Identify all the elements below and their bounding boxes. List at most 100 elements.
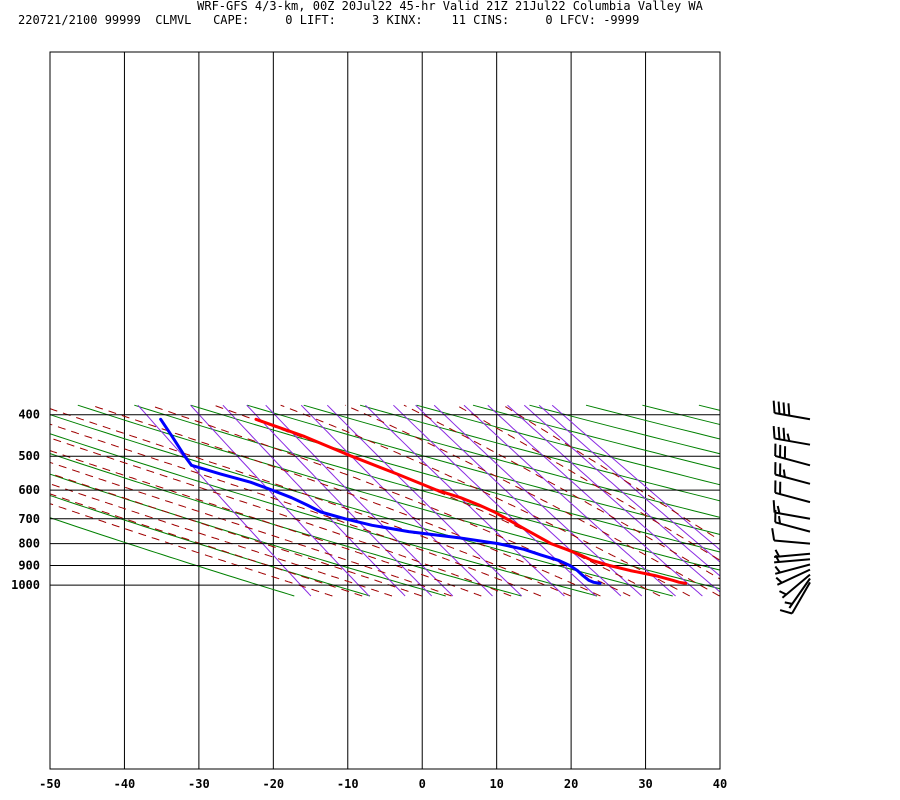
stability-indices: 220721/2100 99999 CLMVL CAPE: 0 LIFT: 3 … xyxy=(18,13,640,27)
moist-adiabat xyxy=(50,408,571,597)
mixing-ratio-line xyxy=(507,404,720,593)
wind-barbs xyxy=(771,400,811,615)
wind-barb-staff xyxy=(788,577,811,609)
mixing-ratio-line xyxy=(190,404,370,597)
wind-barb-staff xyxy=(774,454,811,467)
wind-barb-feather xyxy=(771,528,776,541)
y-tick-label: 500 xyxy=(18,449,40,463)
x-tick-label: 0 xyxy=(419,777,426,791)
wind-barb xyxy=(772,400,811,421)
wind-barb xyxy=(774,509,811,533)
pressure-tick-labels: 400 500 600 700 800 900 1000 xyxy=(11,408,40,592)
dry-adiabat xyxy=(50,494,371,597)
dry-adiabat xyxy=(529,404,720,455)
wind-barb-feather xyxy=(782,427,786,441)
wind-barb xyxy=(774,563,811,575)
wind-barb-feather xyxy=(779,609,793,615)
moist-adiabat xyxy=(149,404,631,597)
mixing-ratio-line xyxy=(222,404,406,597)
wind-barb xyxy=(774,462,811,485)
y-tick-label: 1000 xyxy=(11,578,40,592)
wind-barb-staff xyxy=(774,412,811,421)
wind-barb-feather xyxy=(777,401,781,414)
x-tick-label: 30 xyxy=(638,777,652,791)
mixing-ratio-line xyxy=(538,404,720,563)
dry-adiabat xyxy=(642,404,720,426)
wind-barb-feather xyxy=(787,403,791,416)
wind-barb-feather xyxy=(784,601,793,605)
y-tick-label: 600 xyxy=(18,483,40,497)
temperature-tick-labels: -50 -40 -30 -20 -10 0 10 20 30 40 xyxy=(39,777,727,791)
dry-adiabat xyxy=(472,404,720,470)
y-tick-label: 700 xyxy=(18,512,40,526)
dry-adiabat xyxy=(50,517,295,597)
wind-barb-staff xyxy=(776,568,811,586)
wind-barb-staff xyxy=(774,491,811,504)
dry-adiabat xyxy=(77,404,720,590)
mixing-ratio-line xyxy=(365,404,565,597)
wind-barb-feather xyxy=(777,515,782,524)
moist-adiabat xyxy=(50,450,482,597)
mixing-ratio-line xyxy=(463,404,676,597)
moist-adiabat xyxy=(50,437,512,597)
wind-barb-feather xyxy=(774,554,780,563)
dry-adiabat xyxy=(812,405,900,596)
temperature-profile xyxy=(254,417,688,585)
sounding-profiles xyxy=(159,417,688,585)
moist-adiabat xyxy=(403,404,720,580)
mixing-ratio-line xyxy=(326,404,523,597)
wind-barb xyxy=(775,568,811,586)
chart-title: WRF-GFS 4/3-km, 00Z 20Jul22 45-hr Valid … xyxy=(197,0,703,13)
wind-barb xyxy=(774,443,811,467)
wind-barb-feather xyxy=(782,402,786,415)
moist-adiabat xyxy=(90,404,601,597)
moist-adiabat xyxy=(50,493,363,597)
wind-barb-feather xyxy=(782,469,786,478)
wind-barb xyxy=(772,500,811,520)
mixing-ratio-line xyxy=(415,404,622,597)
wind-barb-staff xyxy=(774,563,811,575)
x-tick-label: 40 xyxy=(713,777,727,791)
wind-barb xyxy=(771,528,811,545)
wind-barb-staff xyxy=(791,581,811,614)
wind-barb-staff xyxy=(781,573,811,599)
wind-barb-staff xyxy=(774,521,811,533)
x-tick-label: -40 xyxy=(114,777,136,791)
moist-adiabat xyxy=(50,461,452,597)
wind-barb-staff xyxy=(774,473,811,485)
thermodynamic-lines xyxy=(50,404,900,597)
mixing-ratio-line xyxy=(487,404,703,597)
x-tick-label: 10 xyxy=(489,777,503,791)
wind-barb-feather xyxy=(772,426,776,439)
wind-barb-feather xyxy=(779,590,787,596)
wind-barb xyxy=(784,577,811,609)
dry-adiabat xyxy=(50,414,673,597)
wind-barb-feather xyxy=(776,505,781,514)
x-tick-label: -20 xyxy=(262,777,284,791)
wind-barb xyxy=(774,480,811,504)
wind-barb-staff xyxy=(774,552,811,558)
wind-barb xyxy=(774,554,811,564)
wind-barb-feather xyxy=(774,549,780,557)
y-tick-label: 800 xyxy=(18,537,40,551)
moist-adiabat xyxy=(502,404,720,541)
x-tick-label: -30 xyxy=(188,777,210,791)
x-tick-label: -50 xyxy=(39,777,61,791)
wind-barb xyxy=(774,549,811,558)
y-tick-label: 400 xyxy=(18,408,40,422)
wind-barb-feather xyxy=(772,500,776,513)
wind-barb-staff xyxy=(774,539,811,545)
pressure-gridlines xyxy=(50,414,720,586)
wind-barb-feather xyxy=(775,576,783,584)
mixing-ratio-line xyxy=(265,404,454,597)
dewpoint-profile xyxy=(159,417,602,585)
mixing-ratio-line xyxy=(551,404,720,551)
wind-barb-staff xyxy=(774,437,811,446)
wind-barb-staff xyxy=(774,511,811,520)
moist-adiabat xyxy=(344,404,720,597)
wind-barb-feather xyxy=(774,565,781,574)
moist-adiabat xyxy=(50,472,422,597)
wind-barb xyxy=(779,581,811,615)
moist-adiabat xyxy=(213,404,661,597)
